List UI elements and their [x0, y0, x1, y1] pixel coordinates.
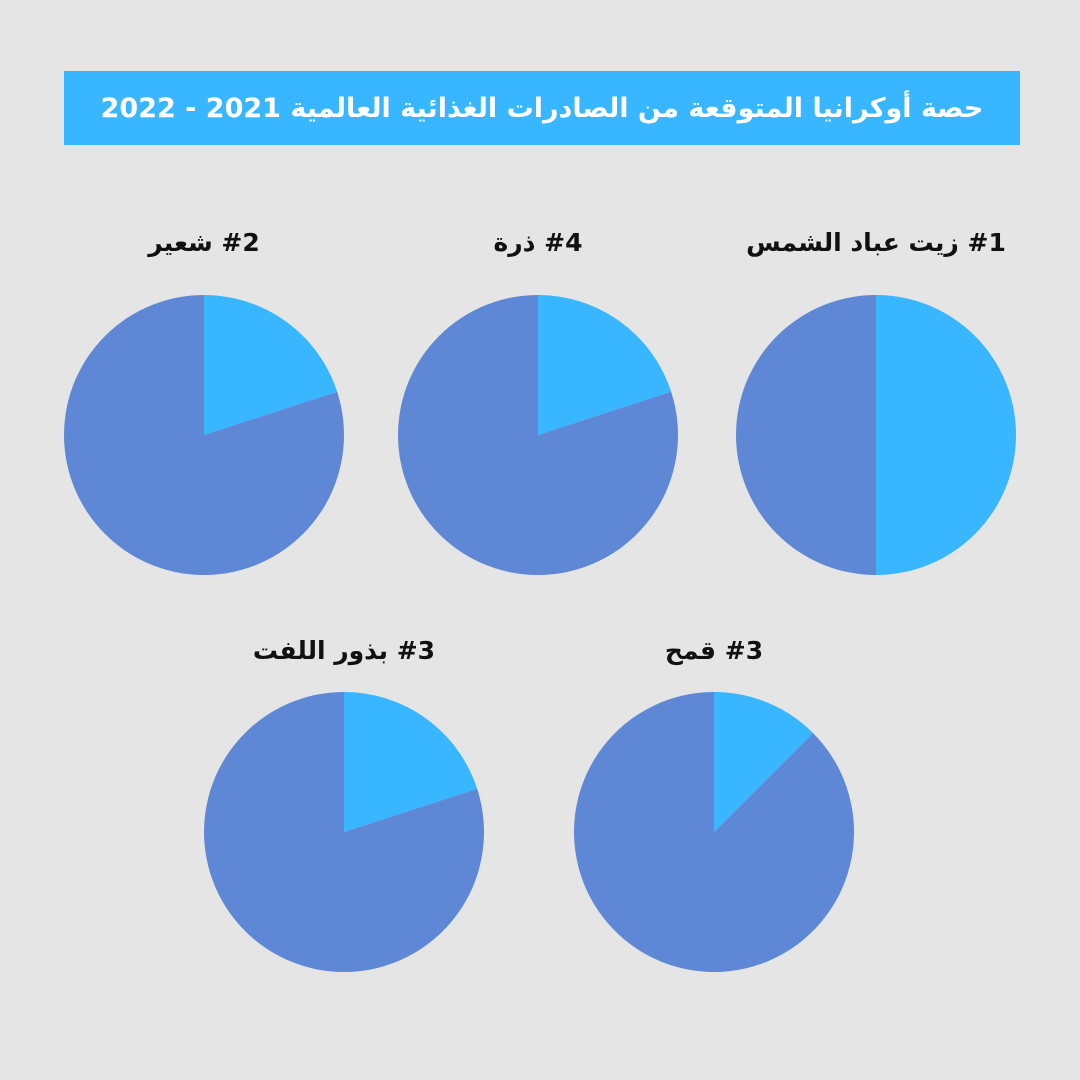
- pie-title-barley: #2 شعير: [148, 228, 260, 257]
- pie-slice-rest-of-world: [204, 692, 484, 972]
- pie-slice-ukraine-share: [344, 692, 478, 832]
- pie-chart-sunflower-oil: [736, 295, 1016, 575]
- pie-chart-wheat: [574, 692, 854, 972]
- pie-slice-ukraine-share: [204, 295, 338, 435]
- pie-chart-rapeseed: [204, 692, 484, 972]
- pie-slice-ukraine-share: [714, 692, 813, 832]
- pie-slice-rest-of-world: [574, 692, 854, 972]
- pie-chart-barley: [63, 295, 344, 575]
- pie-title-sunflower-oil: #1 زيت عباد الشمس: [746, 228, 1006, 257]
- page-title: حصة أوكرانيا المتوقعة من الصادرات الغذائ…: [100, 92, 984, 124]
- pie-title-rapeseed: #3 بذور اللفت: [252, 636, 436, 665]
- pie-chart-corn: [398, 295, 678, 575]
- pie-slice-ukraine-share: [538, 295, 672, 435]
- title-banner: حصة أوكرانيا المتوقعة من الصادرات الغذائ…: [64, 71, 1020, 145]
- pie-slice-rest-of-world: [736, 295, 876, 575]
- pie-title-wheat: #3 قمح: [664, 636, 764, 665]
- pie-slice-rest-of-world: [63, 295, 344, 575]
- pie-slice-rest-of-world: [398, 295, 678, 575]
- pie-slice-ukraine-share: [876, 295, 1016, 575]
- pie-title-corn: #4 ذرة: [493, 228, 583, 257]
